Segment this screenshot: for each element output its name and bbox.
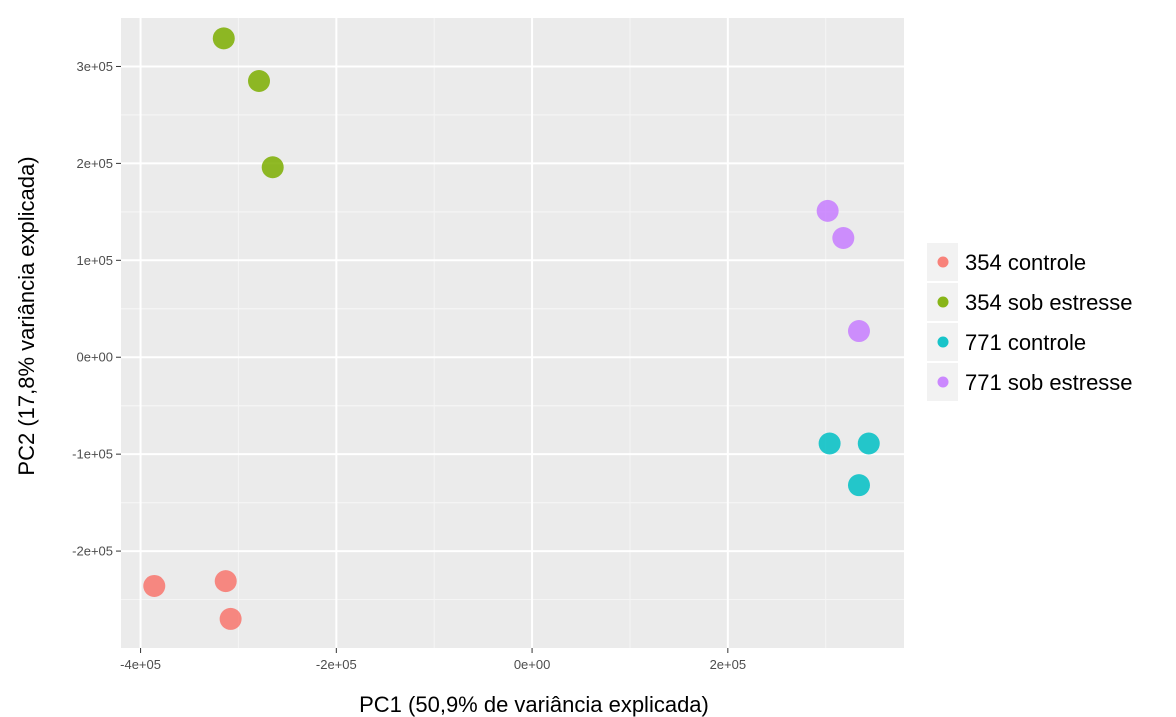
data-point [857, 432, 880, 455]
x-tick-label: -4e+05 [120, 657, 161, 672]
data-point [816, 199, 839, 222]
y-tick-label: -1e+05 [72, 447, 113, 462]
y-tick-label: 3e+05 [76, 59, 113, 74]
data-point [248, 70, 271, 92]
y-tick-label: 1e+05 [76, 253, 113, 268]
y-tick-label: -2e+05 [72, 544, 113, 559]
data-point [212, 27, 235, 50]
y-axis-ticks: -2e+05 -1e+05 0e+00 1e+05 2e+05 3e+05 [72, 59, 121, 559]
data-point [219, 607, 242, 630]
x-tick-label: 0e+00 [514, 657, 551, 672]
data-point [261, 156, 284, 179]
major-gridlines [121, 18, 904, 648]
legend-label: 354 controle [965, 250, 1086, 275]
y-tick-label: 0e+00 [76, 350, 113, 365]
x-tick-label: 2e+05 [710, 657, 747, 672]
data-point [214, 570, 237, 593]
data-point [847, 320, 870, 343]
x-axis-ticks: -4e+05 -2e+05 0e+00 2e+05 [120, 648, 746, 672]
data-point [143, 574, 166, 597]
legend-key [937, 296, 949, 308]
minor-gridlines [121, 18, 904, 648]
data-point [818, 432, 841, 455]
plot-panel [121, 18, 904, 648]
legend-key [937, 256, 949, 268]
legend-key [937, 336, 949, 348]
legend-label: 771 controle [965, 330, 1086, 355]
legend: 354 controle 354 sob estresse 771 controle… [927, 243, 1133, 401]
data-point [832, 227, 855, 250]
legend-label: 354 sob estresse [965, 290, 1133, 315]
legend-key [937, 376, 949, 388]
y-tick-label: 2e+05 [76, 156, 113, 171]
y-axis-title: PC2 (17,8% variância explicada) [14, 156, 39, 475]
legend-label: 771 sob estresse [965, 370, 1133, 395]
data-point [847, 474, 870, 497]
data-points [143, 27, 880, 630]
x-axis-title: PC1 (50,9% de variância explicada) [359, 692, 709, 717]
x-tick-label: -2e+05 [316, 657, 357, 672]
